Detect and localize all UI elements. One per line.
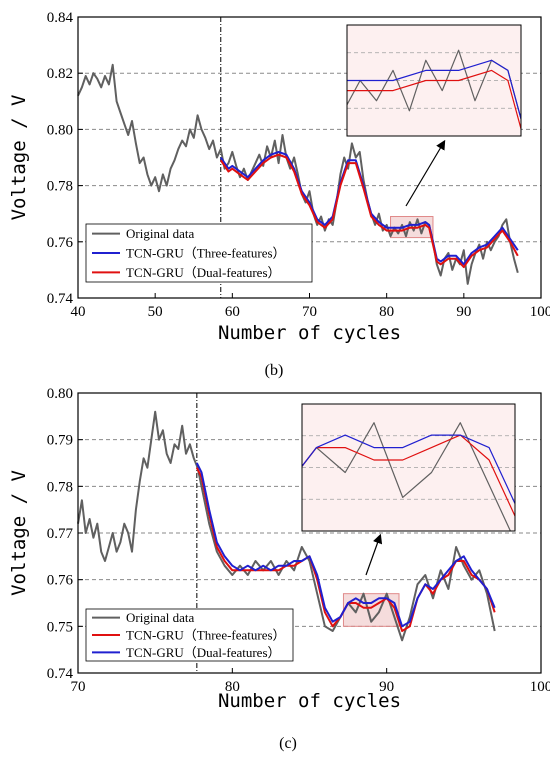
x-tick-label: 70 xyxy=(302,304,317,320)
series-line xyxy=(195,462,496,628)
x-tick-label: 100 xyxy=(530,679,550,695)
y-tick-label: 0.80 xyxy=(47,386,73,402)
x-tick-label: 90 xyxy=(456,304,471,320)
x-tick-label: 90 xyxy=(379,679,394,695)
inset-series xyxy=(302,422,515,531)
y-axis-label: Voltage / V xyxy=(8,95,30,221)
x-tick-label: 40 xyxy=(71,304,86,320)
legend-box xyxy=(85,223,313,283)
legend-label: TCN-GRU（Three-features） xyxy=(126,628,286,643)
y-tick-label: 0.78 xyxy=(47,479,73,495)
y-tick-label: 0.74 xyxy=(47,291,74,307)
legend: Original data TCN-GRU（Three-features） TCN-… xyxy=(85,223,313,283)
legend-label: TCN-GRU（Dual-features） xyxy=(126,645,281,660)
inset-series-line xyxy=(347,69,521,132)
inset-frame xyxy=(346,24,522,137)
y-tick-label: 0.84 xyxy=(47,10,74,26)
x-axis-label: Number of cycles xyxy=(218,322,401,344)
inset-series-line xyxy=(347,59,521,122)
y-axis-label: Voltage / V xyxy=(8,470,30,596)
x-tick-label: 70 xyxy=(71,679,86,695)
x-tick-label: 100 xyxy=(530,304,550,320)
x-axis-label: Number of cycles xyxy=(218,690,401,712)
y-tick-label: 0.79 xyxy=(47,433,73,449)
inset-series-line xyxy=(302,434,515,505)
x-tick-label: 80 xyxy=(379,304,394,320)
legend-label: Original data xyxy=(126,226,194,241)
inset-zoom xyxy=(346,24,522,137)
legend-label: TCN-GRU（Three-features） xyxy=(126,246,286,261)
legend-label: TCN-GRU（Dual-features） xyxy=(126,265,281,280)
y-tick-label: 0.75 xyxy=(47,619,73,635)
zoom-arrow xyxy=(405,139,446,207)
panel-label: (b) xyxy=(265,362,284,379)
inset-series-line xyxy=(302,434,515,518)
x-tick-label: 50 xyxy=(148,304,163,320)
inset-frame xyxy=(301,403,516,532)
x-tick-label: 80 xyxy=(225,679,240,695)
legend-label: Original data xyxy=(126,610,194,625)
y-tick-label: 0.80 xyxy=(47,122,73,138)
y-tick-label: 0.76 xyxy=(47,235,74,251)
panel-label: (c) xyxy=(279,735,297,752)
inset-series-line xyxy=(302,422,512,531)
chart-panel-b: 40 50 60 70 80 90 100 0.74 0.76 0.78 0.80 0.82 0.84 N… xyxy=(8,10,550,379)
series-line xyxy=(219,153,519,269)
y-tick-label: 0.82 xyxy=(47,66,73,82)
inset-series xyxy=(347,49,521,132)
series-line xyxy=(77,410,496,642)
y-tick-label: 0.74 xyxy=(47,666,74,682)
y-tick-label: 0.78 xyxy=(47,179,73,195)
legend-box xyxy=(85,608,294,662)
chart-panel-c: 70 80 90 100 0.74 0.75 0.76 0.77 0.78 0.79 0.80 Num… xyxy=(8,386,550,752)
legend: Original data TCN-GRU（Three-features） TCN-… xyxy=(85,608,294,662)
y-tick-label: 0.76 xyxy=(47,573,74,589)
x-tick-label: 60 xyxy=(225,304,240,320)
inset-zoom xyxy=(301,403,516,532)
y-tick-label: 0.77 xyxy=(47,526,74,542)
zoom-arrow xyxy=(365,533,383,576)
